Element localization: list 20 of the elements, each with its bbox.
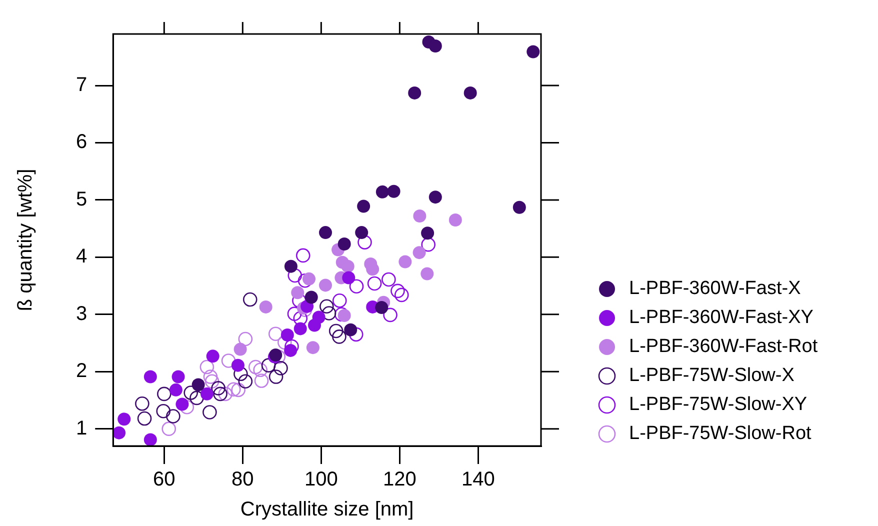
legend-label: L-PBF-75W-Slow-XY	[629, 394, 808, 416]
x-tick-label: 120	[382, 468, 416, 491]
y-tick-label: 7	[76, 74, 88, 96]
legend-label: L-PBF-360W-Fast-X	[629, 278, 802, 300]
x-tick-label: 80	[232, 468, 254, 491]
y-tick-label: 2	[76, 360, 88, 382]
x-axis-title: Crystallite size [nm]	[240, 498, 414, 521]
y-tick-label: 6	[76, 131, 88, 154]
y-tick-label: 1	[76, 417, 88, 440]
y-tick-label: 3	[76, 302, 88, 325]
x-tick-label: 60	[153, 468, 176, 491]
legend-label: L-PBF-75W-Slow-Rot	[629, 423, 812, 444]
legend-label: L-PBF-360W-Fast-XY	[629, 307, 814, 328]
x-tick-label: 140	[462, 468, 495, 491]
y-axis-title: ß quantity [wt%]	[14, 168, 37, 312]
legend-label: L-PBF-75W-Slow-X	[629, 365, 795, 386]
legend-label: L-PBF-360W-Fast-Rot	[629, 336, 818, 358]
x-tick-label: 100	[304, 468, 338, 491]
y-tick-label: 4	[76, 246, 88, 268]
y-tick-label: 5	[76, 188, 88, 210]
